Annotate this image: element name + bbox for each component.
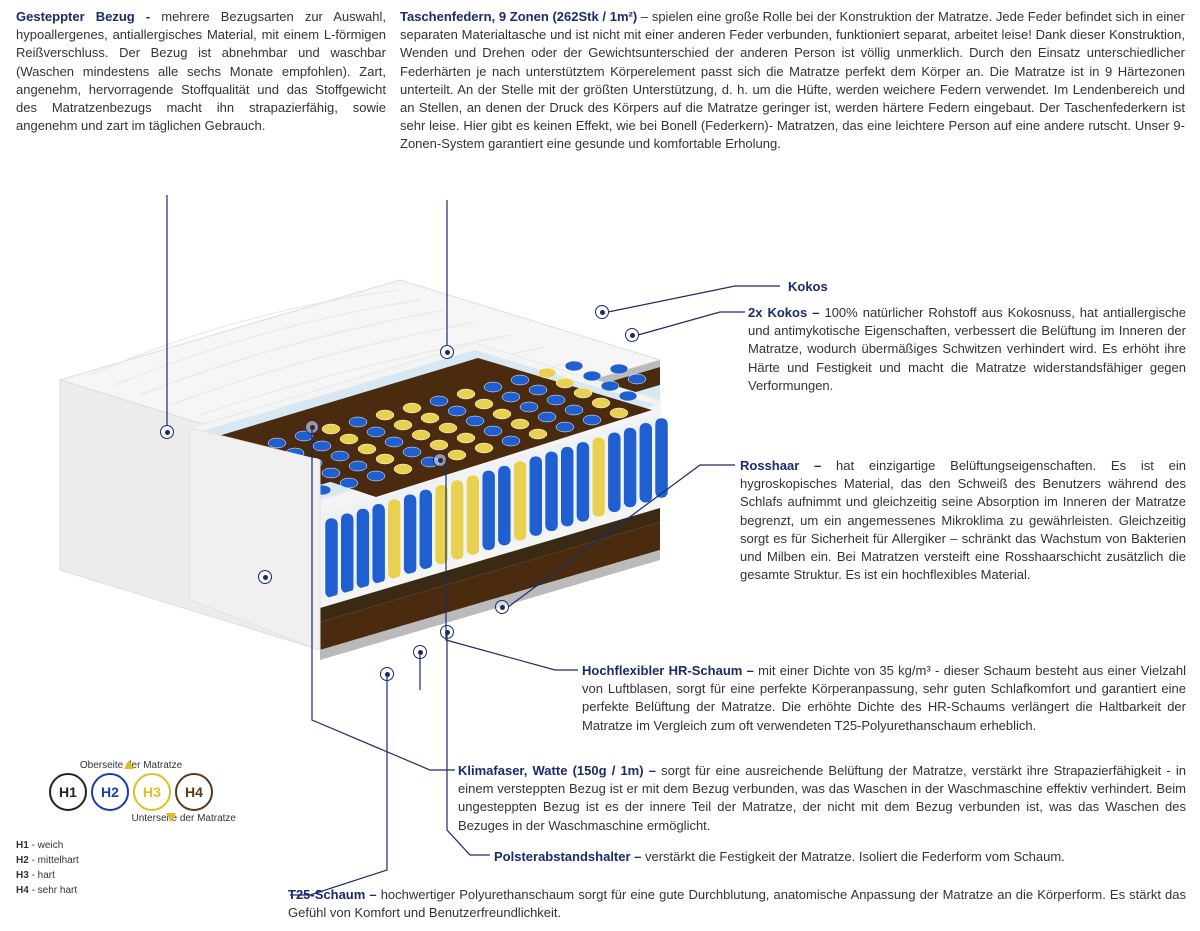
arrow-down-icon — [166, 813, 176, 822]
marker-rosshaar — [495, 600, 509, 614]
cover-body: mehrere Bezugsarten zur Auswahl, hypoall… — [16, 9, 386, 133]
marker-kokos2 — [625, 328, 639, 342]
legend-circle-h4: H4 — [175, 773, 213, 811]
legend-circle-h3: H3 — [133, 773, 171, 811]
cover-title: Gesteppter Bezug - — [16, 9, 161, 24]
klima-description: Klimafaser, Watte (150g / 1m) – sorgt fü… — [458, 762, 1186, 835]
springs-body: – spielen eine große Rolle bei der Konst… — [400, 9, 1185, 151]
legend-circle-h1: H1 — [49, 773, 87, 811]
kokos2-description: 2x Kokos – 100% natürlicher Rohstoff aus… — [748, 304, 1186, 395]
marker-springs — [440, 345, 454, 359]
t25-body: hochwertiger Polyurethanschaum sorgt für… — [288, 887, 1186, 920]
kokos-label-text: Kokos — [788, 279, 828, 294]
rosshaar-title: Rosshaar – — [740, 458, 836, 473]
polster-body: verstärkt die Festigkeit der Matratze. I… — [645, 849, 1065, 864]
hr-description: Hochflexibler HR-Schaum – mit einer Dich… — [582, 662, 1186, 735]
legend-definitions: H1 - weich H2 - mittelhart H3 - hart H4 … — [16, 838, 246, 898]
cover-description: Gesteppter Bezug - mehrere Bezugsarten z… — [16, 8, 386, 135]
springs-description: Taschenfedern, 9 Zonen (262Stk / 1m²) – … — [400, 8, 1185, 154]
firmness-legend: Oberseite der Matratze H1 H2 H3 H4 Unter… — [16, 760, 246, 898]
marker-coco-bottom — [413, 645, 427, 659]
klima-title: Klimafaser, Watte (150g / 1m) – — [458, 763, 661, 778]
marker-klima — [305, 420, 319, 434]
springs-title: Taschenfedern, 9 Zonen (262Stk / 1m²) — [400, 9, 641, 24]
marker-cover — [160, 425, 174, 439]
marker-t25-side — [258, 570, 272, 584]
marker-hr — [433, 453, 447, 467]
rosshaar-description: Rosshaar – hat einzigartige Belüftungsei… — [740, 457, 1186, 584]
marker-polster — [440, 625, 454, 639]
t25-title: T25-Schaum – — [288, 887, 381, 902]
kokos2-title: 2x Kokos – — [748, 305, 824, 320]
polster-title: Polsterabstandshalter – — [494, 849, 645, 864]
kokos-label: Kokos — [788, 278, 888, 296]
marker-kokos-top — [595, 305, 609, 319]
rosshaar-body: hat einzigartige Belüftungseigenschaften… — [740, 458, 1186, 582]
legend-circle-h2: H2 — [91, 773, 129, 811]
hr-title: Hochflexibler HR-Schaum – — [582, 663, 758, 678]
arrow-up-icon — [124, 760, 134, 769]
marker-t25 — [380, 667, 394, 681]
mattress-diagram — [20, 250, 720, 680]
legend-bottom-label: Unterseite der Matratze — [16, 813, 246, 824]
polster-description: Polsterabstandshalter – verstärkt die Fe… — [494, 848, 1186, 866]
t25-description: T25-Schaum – hochwertiger Polyurethansch… — [288, 886, 1186, 922]
legend-circles: H1 H2 H3 H4 — [16, 773, 246, 811]
